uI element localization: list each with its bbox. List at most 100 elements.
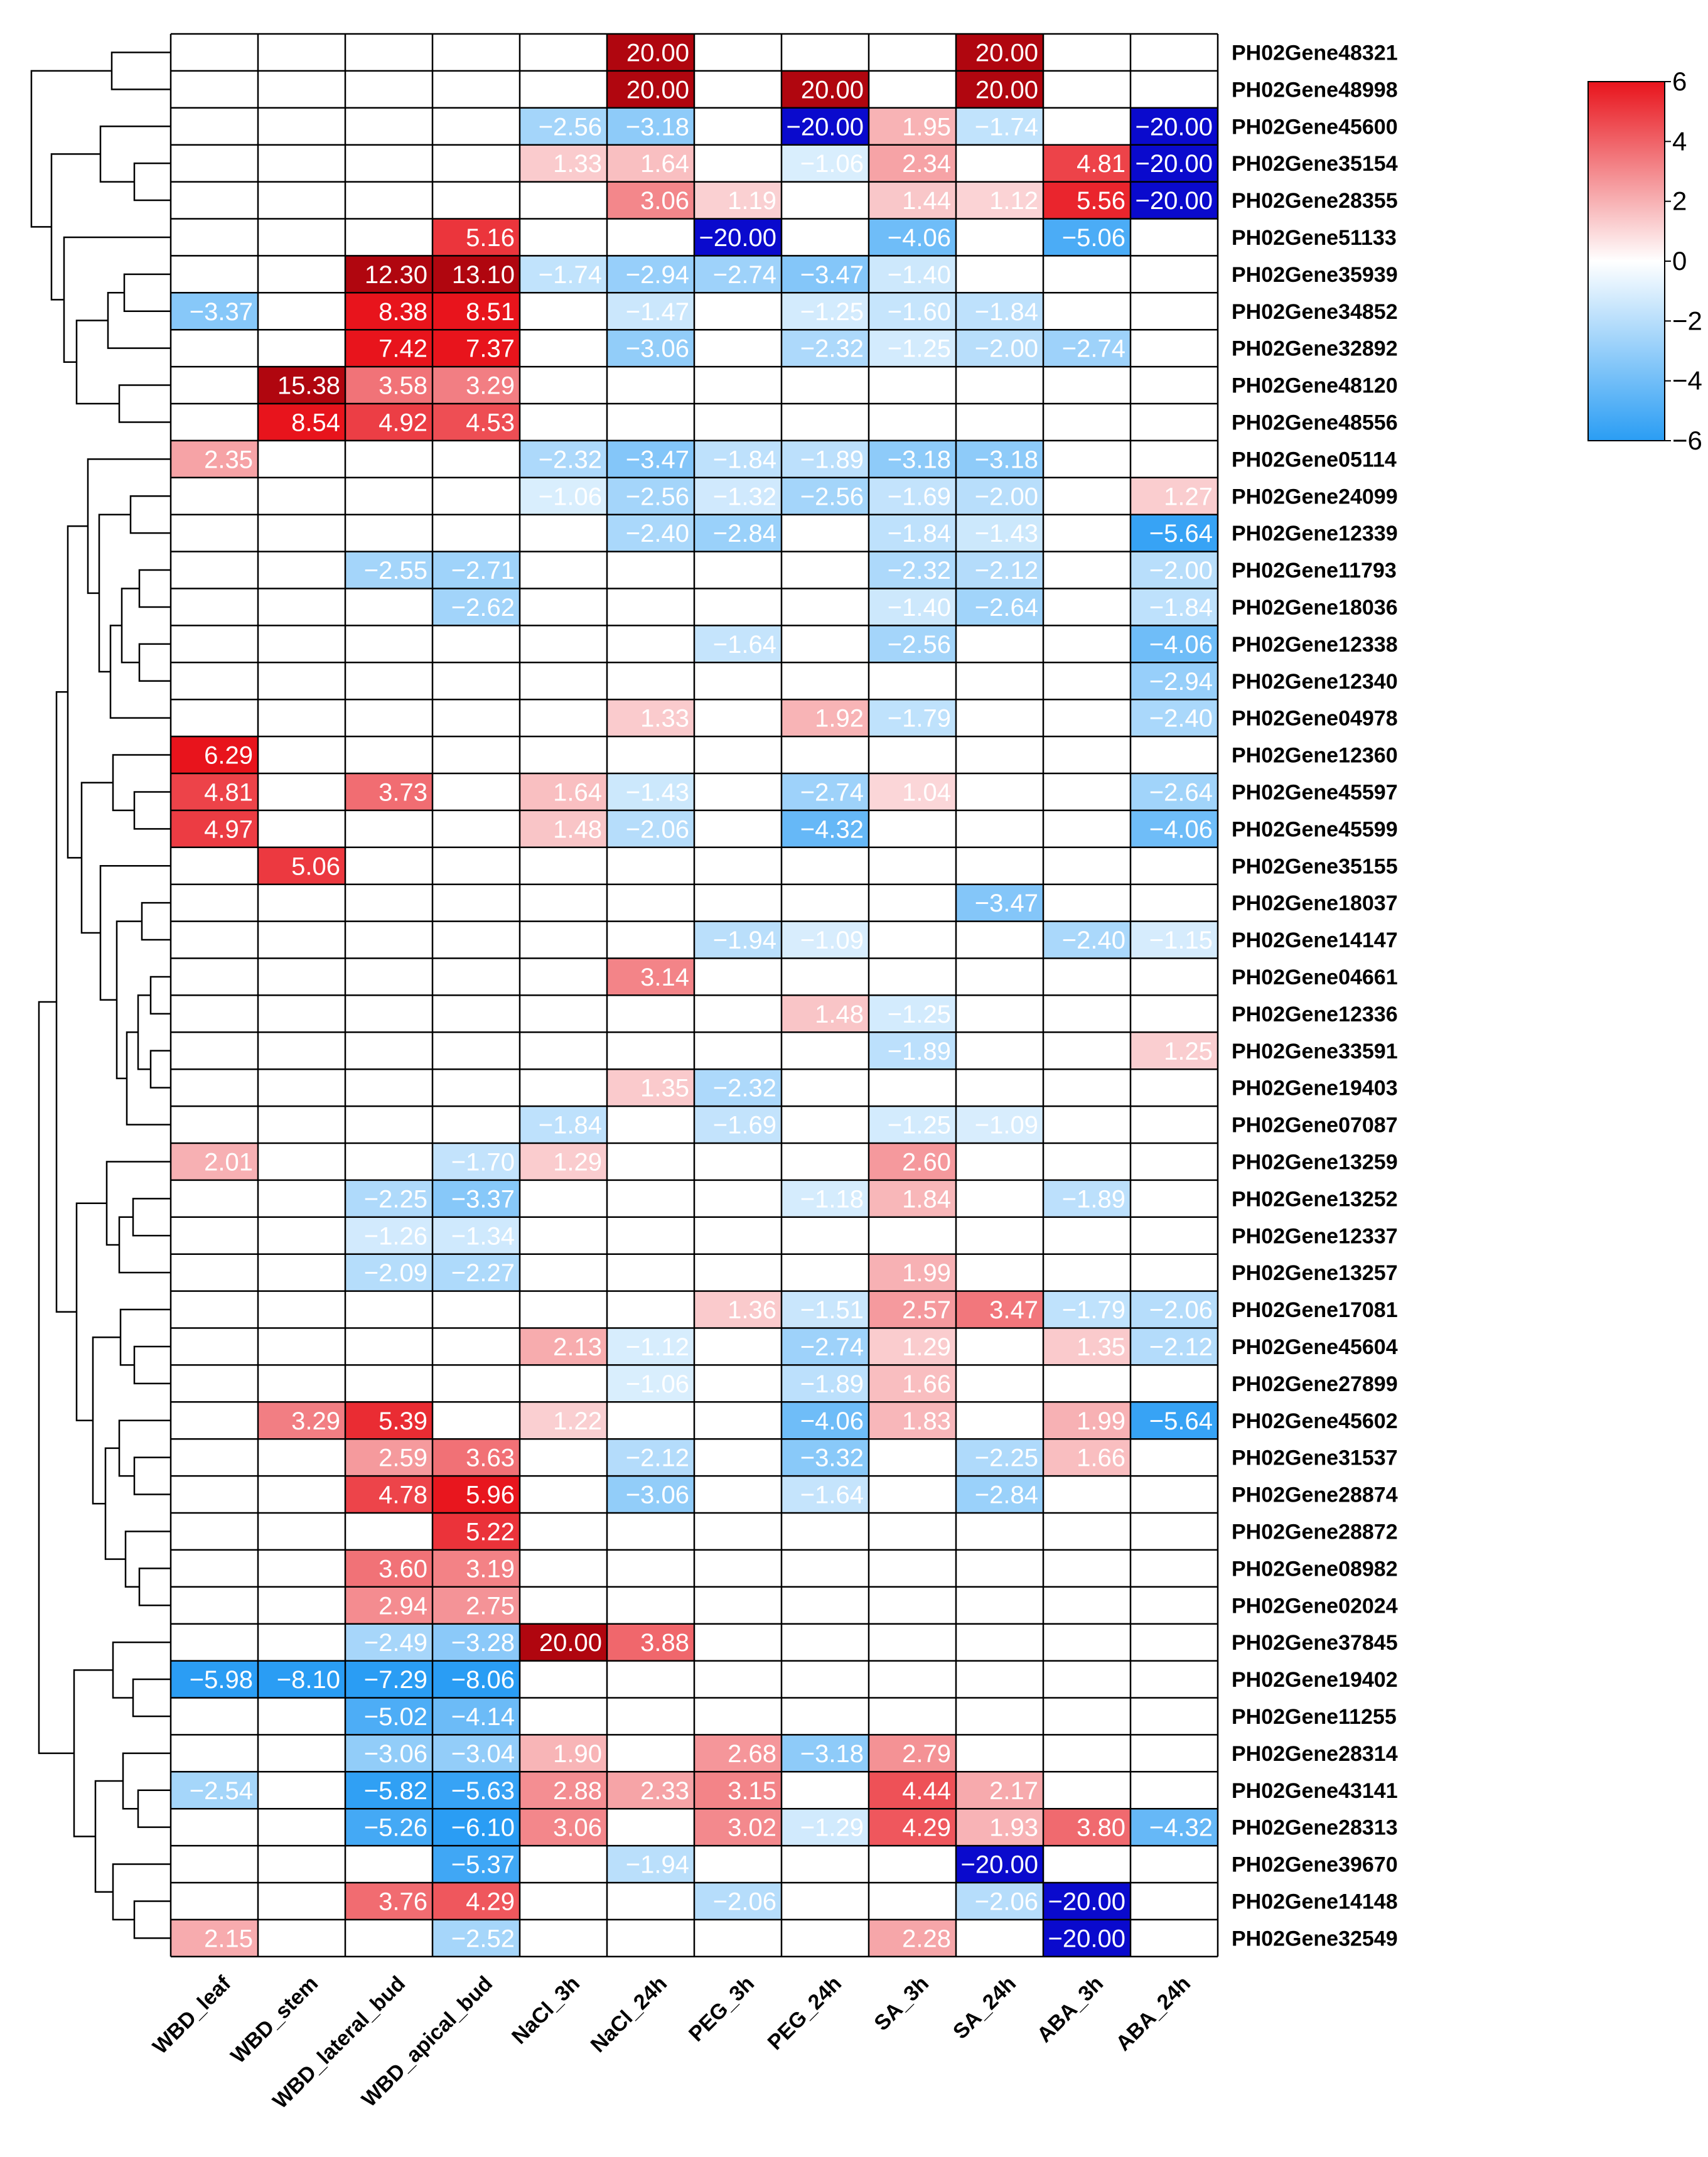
dendrogram-branch [50, 153, 100, 301]
cell-value: 1.29 [553, 1148, 602, 1176]
cell-value: 7.37 [466, 335, 515, 363]
heatmap-cell [432, 218, 520, 256]
cell-value: 1.36 [728, 1296, 776, 1324]
cell-value: −2.74 [713, 261, 776, 289]
cell-value: −3.06 [626, 1482, 689, 1509]
cell-value: 1.99 [902, 1259, 951, 1287]
heatmap-cell [432, 1883, 520, 1920]
heatmap-cell [781, 1476, 869, 1513]
cell-value: −3.18 [888, 446, 951, 473]
heatmap-cell [694, 256, 781, 293]
cell-value: −1.94 [713, 927, 776, 954]
colorbar-tick-label: −6 [1672, 426, 1702, 455]
heatmap-cell [1131, 1402, 1218, 1439]
heatmap-cell [1131, 699, 1218, 737]
cell-value: −2.56 [800, 483, 864, 510]
cell-value: −2.00 [975, 483, 1038, 510]
cell-value: −2.32 [713, 1075, 776, 1102]
colorbar-legend: 6 4 2 0 −2 −4 −6 [1587, 67, 1702, 455]
cell-value: −2.06 [626, 815, 689, 843]
cell-value: 1.64 [640, 150, 689, 178]
cell-value: 3.06 [553, 1814, 602, 1842]
dendrogram-branch [133, 791, 171, 830]
cell-value: −1.89 [800, 1370, 864, 1398]
cell-value: −2.12 [626, 1444, 689, 1472]
heatmap-cell [1131, 514, 1218, 552]
cell-value: −1.40 [888, 261, 951, 289]
heatmap-cell [607, 1846, 694, 1883]
cell-value: 2.68 [728, 1740, 776, 1768]
heatmap-cell [956, 588, 1043, 626]
heatmap-cell [171, 440, 258, 478]
heatmap-cell [171, 1919, 258, 1957]
heatmap-cell [1131, 181, 1218, 219]
row-label: PH02Gene45602 [1232, 1409, 1398, 1433]
row-label: PH02Gene08982 [1232, 1557, 1398, 1581]
heatmap-cell [345, 773, 432, 810]
row-label: PH02Gene12340 [1232, 670, 1398, 694]
heatmap-cell [1043, 921, 1131, 959]
row-label: PH02Gene35154 [1232, 152, 1398, 176]
heatmap-cell [956, 551, 1043, 589]
heatmap-cell [869, 293, 956, 330]
heatmap-cell [520, 440, 607, 478]
cell-value: −2.74 [800, 1333, 864, 1361]
cell-value: −2.06 [713, 1888, 776, 1915]
cell-value: 3.29 [466, 372, 515, 400]
cell-value: 8.54 [291, 409, 340, 436]
heatmap-cell [869, 1365, 956, 1402]
heatmap-cell [869, 144, 956, 182]
dendrogram-branch [110, 51, 171, 90]
cell-value: 3.80 [1077, 1814, 1125, 1842]
dendrogram-branch [141, 901, 171, 941]
cell-value: 7.42 [379, 335, 427, 363]
column-label: WBD_stem [226, 1972, 323, 2068]
heatmap-cell [956, 1883, 1043, 1920]
heatmap-cell [1131, 1032, 1218, 1070]
heatmap-cell [1043, 1402, 1131, 1439]
heatmap-cell [520, 773, 607, 810]
cell-value: −1.43 [626, 778, 689, 806]
dendrogram-branch [107, 292, 171, 349]
cell-value: −6.10 [451, 1814, 515, 1842]
heatmap-cell [607, 1365, 694, 1402]
cell-value: 4.78 [379, 1482, 427, 1509]
cell-value: −1.40 [888, 594, 951, 621]
heatmap-cell [1043, 144, 1131, 182]
cell-value: −5.26 [364, 1814, 427, 1842]
cell-value: −1.89 [888, 1038, 951, 1065]
heatmap-cell [258, 404, 345, 441]
cell-value: 1.29 [902, 1333, 951, 1361]
column-label: WBD_leaf [148, 1971, 236, 2059]
heatmap-cell [520, 1623, 607, 1661]
cell-value: 2.17 [989, 1777, 1038, 1805]
heatmap-cell [345, 1660, 432, 1698]
cell-value: −1.12 [626, 1333, 689, 1361]
cell-value: −20.00 [699, 224, 776, 252]
cell-value: −5.06 [1062, 224, 1125, 252]
cell-value: −2.32 [800, 335, 864, 363]
cell-value: 1.48 [815, 1001, 864, 1028]
cell-value: 3.88 [640, 1629, 689, 1657]
heatmap-cell [345, 1697, 432, 1735]
heatmap-cell [956, 34, 1043, 71]
heatmap-cell [520, 1328, 607, 1365]
heatmap-cell [694, 440, 781, 478]
cell-value: −7.29 [364, 1666, 427, 1694]
cell-value: −20.00 [1048, 1888, 1125, 1915]
dendrogram-branch [55, 691, 77, 1313]
cell-value: −3.18 [626, 113, 689, 141]
cell-value: 1.99 [1077, 1407, 1125, 1435]
cell-value: −1.74 [539, 261, 602, 289]
row-label: PH02Gene04978 [1232, 707, 1398, 731]
heatmap-cell [432, 588, 520, 626]
cell-value: −2.49 [364, 1629, 427, 1657]
cell-value: −1.89 [1062, 1185, 1125, 1213]
heatmap-cell [781, 440, 869, 478]
row-label: PH02Gene12336 [1232, 1003, 1398, 1026]
heatmap-cell [432, 1217, 520, 1254]
cell-value: 2.34 [902, 150, 951, 178]
cell-value: 3.73 [379, 778, 427, 806]
cell-value: 20.00 [801, 76, 864, 104]
